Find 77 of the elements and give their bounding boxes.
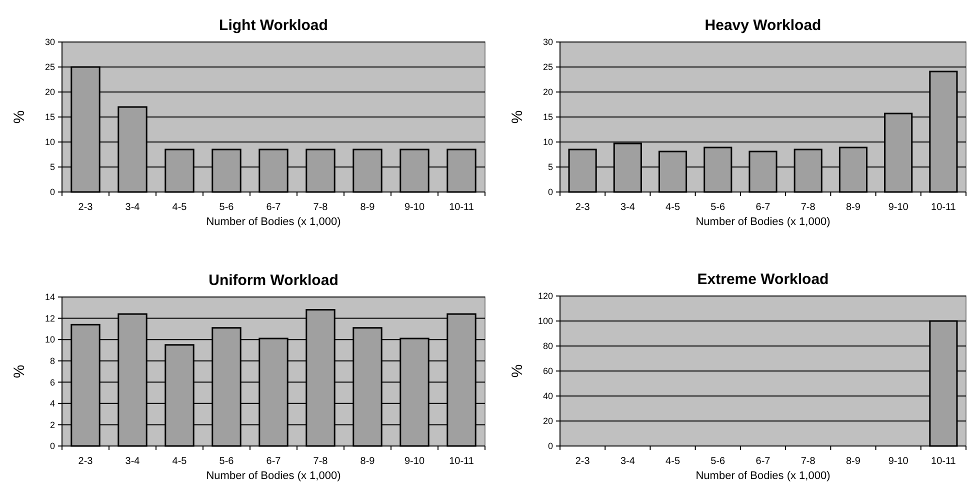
y-tick-label: 20: [542, 416, 553, 426]
y-tick-label: 0: [548, 441, 553, 452]
y-tick-label: 20: [542, 87, 553, 98]
x-tick-label: 6-7: [266, 456, 282, 467]
x-tick-label: 10-11: [931, 456, 956, 467]
y-tick-label: 4: [50, 398, 55, 409]
y-tick-label: 25: [44, 62, 55, 72]
y-tick-label: 12: [44, 313, 55, 324]
x-tick-label: 5-6: [219, 456, 234, 467]
y-tick-label: 25: [542, 62, 553, 72]
y-tick-label: 2: [50, 420, 55, 430]
y-tick-label: 0: [548, 187, 553, 198]
x-tick-label: 4-5: [666, 456, 680, 467]
x-axis-title: Number of Bodies (x 1,000): [696, 216, 830, 228]
chart-title: Heavy Workload: [704, 17, 822, 34]
x-tick-label: 3-4: [620, 202, 636, 213]
y-tick-label: 40: [542, 391, 553, 402]
y-tick-label: 30: [44, 37, 55, 48]
x-tick-label: 4-5: [172, 202, 188, 213]
x-tick-label: 7-8: [313, 202, 328, 213]
y-tick-label: 8: [50, 356, 55, 366]
y-tick-label: 10: [44, 334, 55, 345]
x-tick-label: 6-7: [266, 202, 282, 213]
x-tick-label: 8-9: [360, 456, 376, 467]
x-axis-title: Number of Bodies (x 1,000): [206, 470, 341, 482]
y-tick-label: 14: [44, 292, 55, 302]
x-tick-label: 9-10: [404, 202, 425, 213]
x-tick-label: 3-4: [125, 456, 140, 467]
x-tick-label: 6-7: [756, 456, 771, 467]
y-tick-label: 100: [538, 316, 553, 326]
x-tick-label: 8-9: [846, 202, 861, 213]
y-tick-label: 80: [542, 341, 553, 352]
x-tick-label: 2-3: [575, 456, 590, 467]
y-tick-label: 15: [44, 112, 55, 122]
x-tick-label: 9-10: [404, 456, 425, 467]
x-tick-label: 7-8: [800, 202, 816, 213]
y-tick-label: 0: [50, 187, 55, 198]
x-axis-title: Number of Bodies (x 1,000): [696, 470, 830, 482]
y-tick-label: 5: [548, 162, 553, 172]
x-tick-label: 10-11: [449, 202, 474, 213]
x-tick-label: 4-5: [666, 202, 680, 213]
x-tick-label: 9-10: [888, 456, 909, 467]
y-tick-label: 120: [538, 291, 553, 302]
x-tick-label: 8-9: [360, 202, 376, 213]
x-tick-label: 9-10: [888, 202, 909, 213]
y-tick-label: 10: [542, 137, 553, 148]
x-tick-label: 3-4: [620, 456, 636, 467]
x-tick-label: 5-6: [219, 202, 234, 213]
y-axis-title: %: [11, 110, 28, 124]
y-tick-label: 5: [50, 162, 55, 172]
x-tick-label: 5-6: [710, 456, 726, 467]
x-tick-label: 7-8: [313, 456, 328, 467]
chart-title: Uniform Workload: [208, 272, 338, 289]
x-tick-label: 2-3: [575, 202, 590, 213]
x-tick-label: 2-3: [78, 202, 94, 213]
y-tick-label: 60: [542, 366, 553, 376]
x-tick-label: 3-4: [125, 202, 140, 213]
x-tick-label: 7-8: [800, 456, 816, 467]
x-tick-label: 2-3: [78, 456, 94, 467]
x-tick-label: 4-5: [172, 456, 188, 467]
x-tick-label: 8-9: [846, 456, 861, 467]
x-tick-label: 10-11: [931, 202, 956, 213]
chart-title: Extreme Workload: [697, 271, 829, 288]
x-axis-title: Number of Bodies (x 1,000): [206, 216, 341, 228]
y-tick-label: 15: [542, 112, 553, 122]
y-tick-label: 20: [44, 87, 55, 98]
y-tick-label: 10: [44, 137, 55, 148]
y-axis-title: %: [11, 364, 28, 378]
x-tick-label: 10-11: [449, 456, 474, 467]
y-tick-label: 6: [50, 377, 55, 388]
x-tick-label: 6-7: [756, 202, 771, 213]
y-tick-label: 30: [542, 37, 553, 48]
y-tick-label: 0: [50, 441, 55, 452]
y-axis-title: %: [509, 364, 526, 378]
chart-title: Light Workload: [219, 17, 328, 34]
x-tick-label: 5-6: [710, 202, 726, 213]
y-axis-title: %: [509, 110, 526, 124]
